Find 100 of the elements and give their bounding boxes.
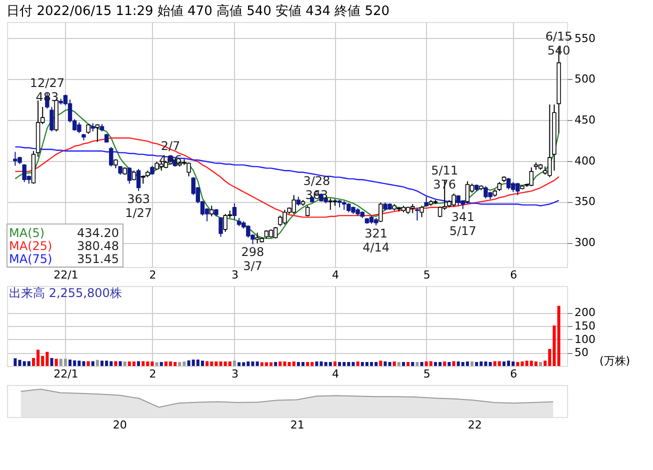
candlestick (127, 166, 132, 184)
bar (397, 362, 400, 366)
bar (516, 362, 520, 366)
bar (274, 362, 278, 366)
y-tick-label: 450 (574, 114, 596, 126)
y-tick-label: 200 (574, 306, 596, 320)
x-tick-label: 4 (332, 268, 339, 282)
bar (178, 362, 182, 366)
bar (200, 360, 204, 366)
bar (54, 358, 58, 366)
bar (137, 361, 140, 366)
annotation: 321 4/14 (362, 226, 390, 254)
x-tick-label: 4 (332, 368, 339, 380)
x-tick-label: 2 (149, 368, 156, 380)
candlestick (420, 205, 424, 218)
candlestick (95, 124, 100, 143)
y-tick-label: 100 (574, 332, 596, 346)
text: 日付 2022/06/15 11:29 始値 470 高値 540 安値 434 終値 520 (6, 3, 390, 19)
bar (475, 362, 478, 366)
y-tick-label: 150 (574, 320, 596, 332)
candlestick (415, 208, 420, 221)
x-tick-label: 6 (510, 268, 518, 282)
bar (384, 361, 387, 366)
candlestick (210, 205, 214, 217)
bar (118, 361, 122, 366)
annotation: 341 5/17 (449, 210, 476, 238)
bar (14, 358, 17, 366)
bar (539, 362, 542, 366)
candlestick (506, 177, 511, 190)
annotation: 298 3/7 (241, 245, 264, 274)
x-tick-label: 5 (423, 368, 430, 380)
bar (498, 361, 501, 366)
bar (338, 362, 342, 366)
bar (448, 362, 451, 366)
text: MA(25) 380.48 (9, 239, 119, 253)
bar (114, 361, 118, 366)
bar (328, 362, 332, 366)
bar (238, 362, 241, 366)
candlestick (378, 202, 383, 223)
bar (27, 361, 30, 366)
bar (232, 360, 236, 366)
y-tick-label: 400 (574, 154, 596, 168)
bar (206, 361, 209, 366)
bar (411, 362, 414, 366)
bar (488, 362, 492, 366)
annotation: 出来高 2,255,800株 (9, 286, 122, 300)
text: MA(75) 351.45 (9, 252, 119, 266)
bar (306, 362, 310, 366)
x-tick-label: 3 (231, 268, 238, 282)
bar (466, 361, 469, 366)
y-tick-label: 350 (574, 195, 596, 208)
y-tick-label: 300 (574, 236, 596, 249)
bar (86, 361, 90, 366)
candlestick (86, 124, 90, 134)
bar (402, 362, 405, 366)
bar (534, 361, 538, 366)
bar (452, 361, 456, 366)
bar (392, 361, 396, 366)
bar (142, 361, 145, 366)
annotation: 363 1/27 (125, 192, 152, 220)
bar (160, 362, 163, 366)
bar (406, 362, 410, 366)
bar (420, 362, 424, 366)
x-tick-label: 20 (112, 418, 127, 432)
candlestick (232, 202, 237, 220)
bar (123, 361, 126, 366)
candlestick (136, 168, 141, 192)
text: MA(5) 434.20 (9, 226, 119, 240)
bar (155, 362, 158, 366)
bar (388, 362, 392, 366)
bar (470, 361, 474, 366)
bar (356, 361, 360, 366)
bar (91, 361, 94, 366)
y-tick-label: 550 (574, 32, 596, 45)
bar (278, 361, 282, 366)
bar (132, 361, 136, 366)
bar (292, 361, 296, 366)
x-tick-label: 22/1 (54, 268, 78, 282)
bar (64, 358, 67, 366)
x-tick-label: 22 (468, 418, 482, 432)
x-tick-label: 2 (149, 268, 156, 282)
bar (429, 361, 432, 366)
candlestick (273, 226, 278, 239)
x-tick-label: 21 (290, 418, 304, 432)
bar (228, 361, 232, 366)
y-tick-label: 500 (574, 72, 596, 86)
bar (96, 360, 99, 366)
candlestick (132, 170, 136, 181)
candlestick (305, 205, 310, 217)
bar (333, 361, 336, 366)
bar (416, 362, 419, 366)
bar (301, 362, 304, 366)
candlestick (109, 146, 114, 168)
candlestick (218, 216, 223, 238)
bar (68, 360, 72, 366)
y-tick-label: 50 (574, 346, 588, 360)
bar (557, 306, 560, 366)
y-axis-title: (万株) (600, 354, 630, 368)
x-tick-label: 6 (510, 368, 518, 380)
bar (50, 358, 54, 366)
